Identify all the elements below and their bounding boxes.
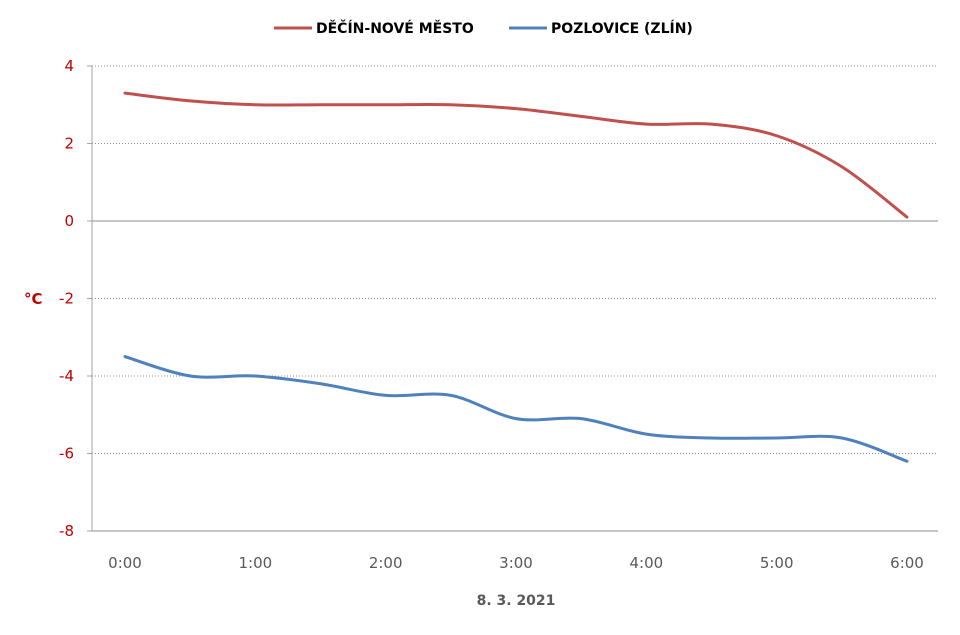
y-tick-label: -8 xyxy=(59,522,74,540)
x-tick-label: 6:00 xyxy=(890,554,924,572)
y-axis-label: °C xyxy=(24,290,43,308)
x-tick-label: 2:00 xyxy=(369,554,403,572)
y-tick-label: -2 xyxy=(59,290,74,308)
gridlines xyxy=(92,65,938,454)
y-tick-label: -6 xyxy=(59,445,74,463)
x-tick-label: 1:00 xyxy=(238,554,272,572)
legend-label-decin: DĚČÍN-NOVÉ MĚSTO xyxy=(316,19,474,37)
axes xyxy=(87,65,938,532)
series-lines xyxy=(123,91,909,463)
legend-label-pozlovice: POZLOVICE (ZLÍN) xyxy=(551,20,693,37)
x-tick-label: 5:00 xyxy=(760,554,794,572)
y-axis-tick-labels: 4 2 0 -2 -4 -6 -8 xyxy=(59,57,74,540)
y-tick-label: 4 xyxy=(64,57,74,75)
x-tick-label: 3:00 xyxy=(499,554,533,572)
x-axis-tick-labels: 0:00 1:00 2:00 3:00 4:00 5:00 6:00 xyxy=(108,554,924,572)
y-tick-label: 0 xyxy=(64,212,74,230)
legend: DĚČÍN-NOVÉ MĚSTO POZLOVICE (ZLÍN) xyxy=(274,19,693,37)
x-tick-label: 4:00 xyxy=(629,554,663,572)
y-tick-label: 2 xyxy=(64,135,74,153)
x-tick-label: 0:00 xyxy=(108,554,142,572)
series-line-decin xyxy=(123,91,909,219)
series-line-pozlovice xyxy=(123,355,909,463)
x-axis-label: 8. 3. 2021 xyxy=(477,593,556,609)
y-tick-label: -4 xyxy=(59,367,74,385)
